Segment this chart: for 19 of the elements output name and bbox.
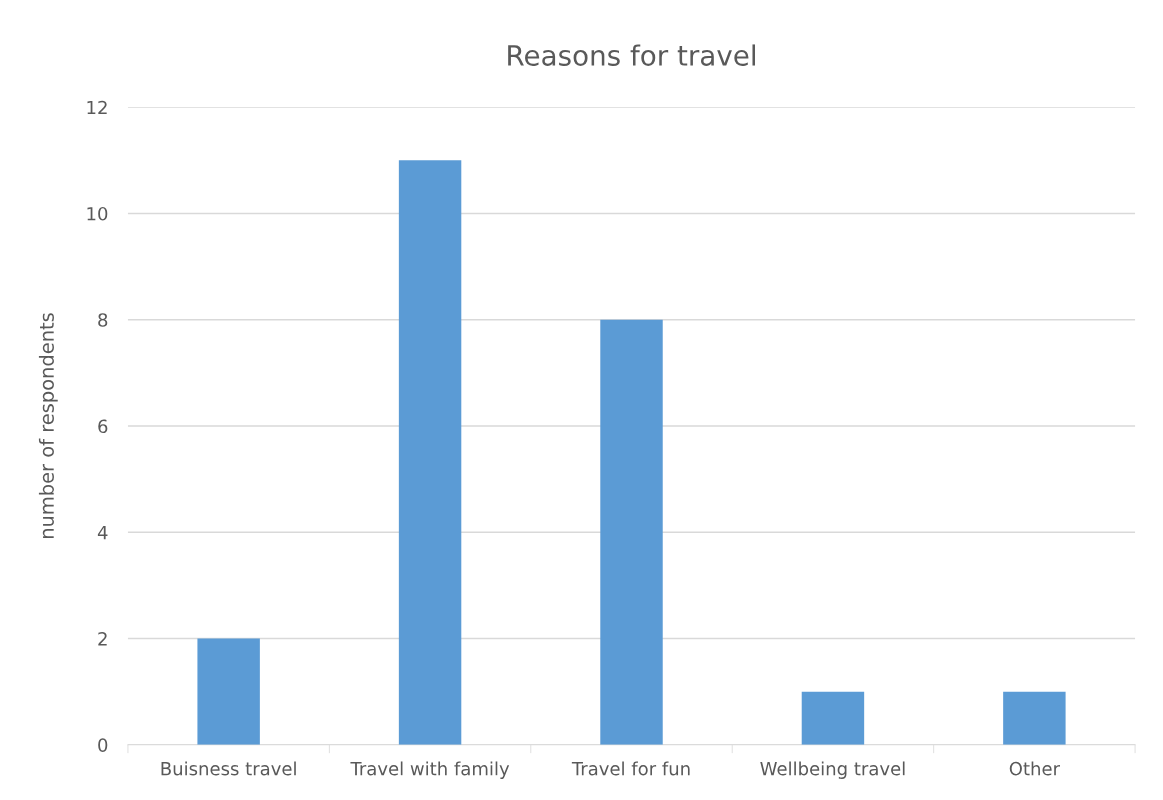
y-tick-label: 6	[98, 419, 108, 434]
x-tick-label: Travel with family	[350, 761, 510, 779]
y-tick-label: 8	[98, 313, 108, 327]
bar	[1003, 691, 1066, 745]
y-tick-label: 2	[98, 631, 107, 646]
x-tick-label: Other	[1009, 761, 1060, 776]
x-tick-label: Buisness travel	[161, 761, 296, 776]
chart-title: Reasons for travel	[508, 44, 755, 66]
y-tick-label: 10	[87, 206, 108, 221]
bar	[197, 638, 260, 745]
y-tick-label: 0	[98, 738, 108, 752]
bar	[600, 319, 663, 745]
y-axis-title: number of respondents	[38, 313, 58, 539]
y-tick-label: 4	[97, 525, 108, 540]
bar	[398, 160, 462, 745]
y-tick-label: 12	[87, 100, 107, 115]
x-tick-label: Travel for fun	[571, 761, 690, 776]
bar	[801, 691, 865, 745]
x-tick-label: Wellbeing travel	[760, 761, 905, 779]
